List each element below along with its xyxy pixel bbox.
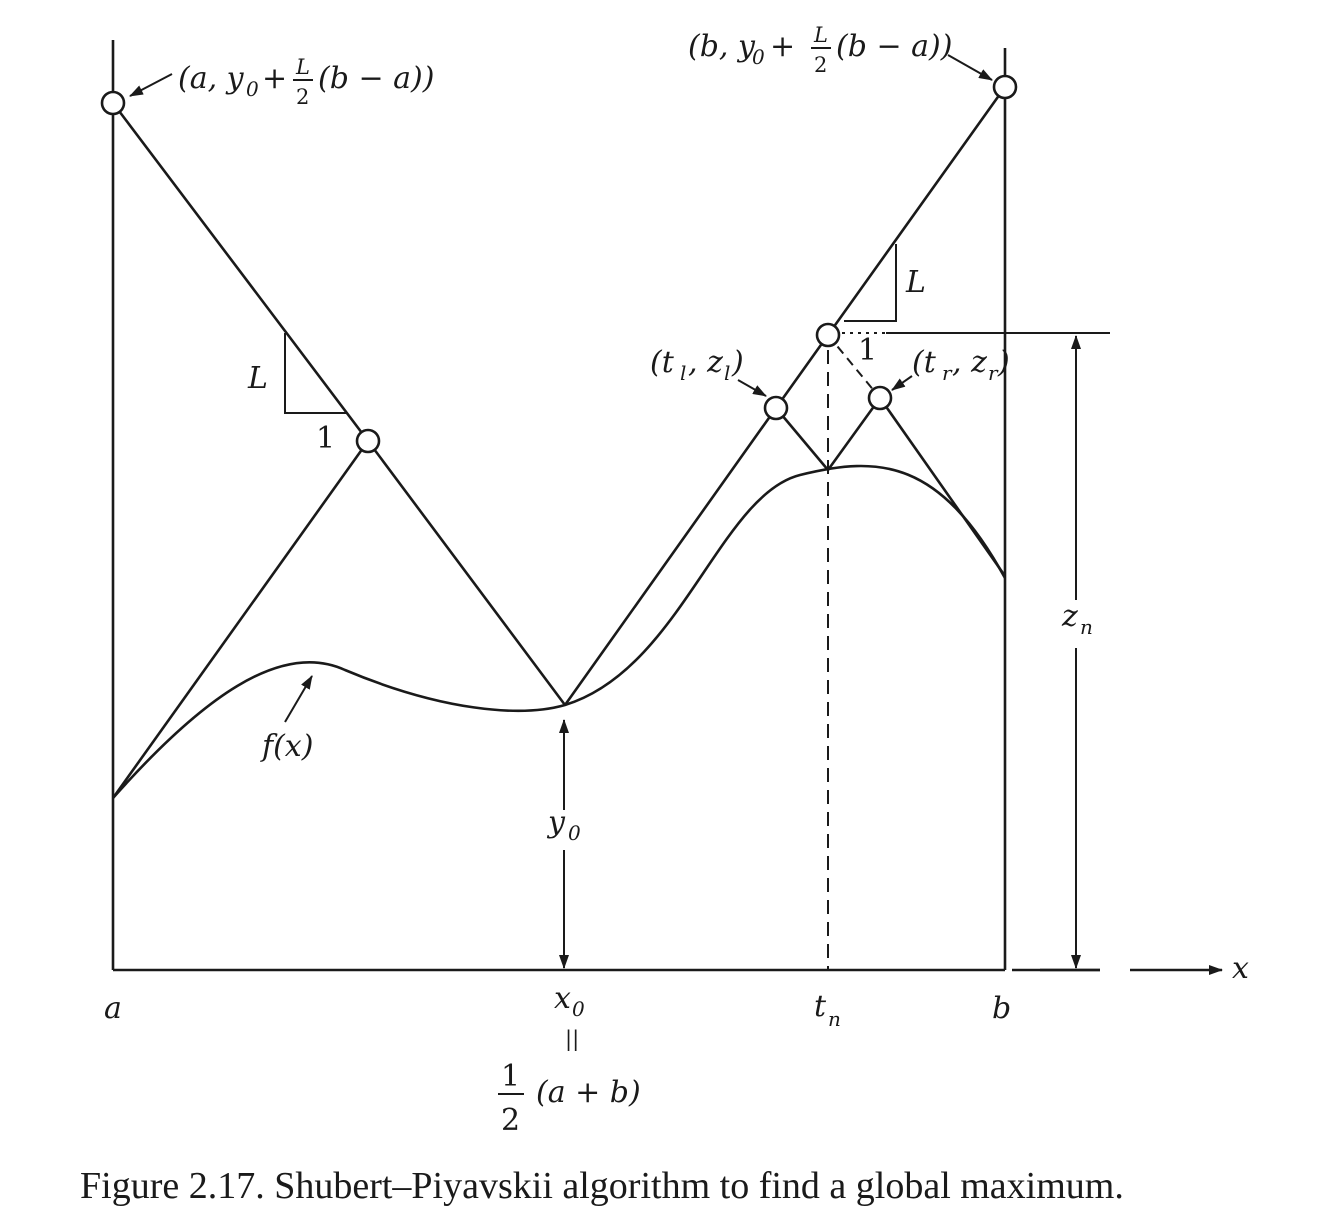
svg-text:(b − a)): (b − a)) xyxy=(318,61,434,96)
right-point-label: (b, y 0 + L 2 (b − a)) xyxy=(688,23,952,77)
figure-caption: Figure 2.17. Shubert–Piyavskii algorithm… xyxy=(80,1165,1124,1207)
svg-text:n: n xyxy=(828,1007,841,1031)
right-slope-run: 1 xyxy=(858,333,877,368)
saw-left-ascending xyxy=(111,440,370,799)
svg-text:l: l xyxy=(680,361,686,385)
svg-text:, z: , z xyxy=(688,345,723,380)
svg-text:0: 0 xyxy=(568,821,581,845)
tl-pointer xyxy=(737,379,767,397)
svg-text:y: y xyxy=(546,805,566,840)
svg-text:z: z xyxy=(1061,599,1078,634)
left-peak-point xyxy=(355,428,381,454)
right-slope-L: L xyxy=(905,265,926,300)
svg-text:(a, y: (a, y xyxy=(178,61,245,96)
tl-zl-point xyxy=(763,395,789,421)
svg-text:2: 2 xyxy=(814,53,827,77)
fx-pointer xyxy=(284,675,313,723)
saw-left-descending xyxy=(111,102,567,706)
svg-text:r: r xyxy=(942,361,953,385)
y0-label: y 0 xyxy=(546,805,581,845)
svg-text:2: 2 xyxy=(296,85,309,109)
top-peak-point xyxy=(815,322,841,348)
svg-text:2: 2 xyxy=(501,1103,520,1138)
tr-zr-point xyxy=(867,385,893,411)
svg-text:0: 0 xyxy=(752,45,765,69)
x0-label: x 0 xyxy=(554,981,585,1021)
svg-text:+: + xyxy=(262,61,287,96)
half-a-plus-b-label: 1 2 (a + b) xyxy=(498,1059,641,1138)
svg-text:+: + xyxy=(770,29,795,64)
svg-text:(a + b): (a + b) xyxy=(536,1075,641,1110)
svg-text:): ) xyxy=(731,345,744,380)
left-slope-L: L xyxy=(247,361,268,396)
right-end-point xyxy=(992,74,1018,100)
saw-removed-segment xyxy=(827,334,881,399)
f-x-label: f(x) xyxy=(260,729,313,764)
t-n-label: t n xyxy=(814,989,841,1031)
svg-text:(t: (t xyxy=(650,345,675,380)
a-label: a xyxy=(104,991,122,1026)
tl-zl-label: (t l , z l ) xyxy=(650,345,744,385)
svg-text:0: 0 xyxy=(572,997,585,1021)
saw-dip-right xyxy=(826,397,882,471)
right-slope-triangle xyxy=(844,244,897,322)
function-curve xyxy=(112,464,1007,799)
svg-text:, z: , z xyxy=(952,345,987,380)
saw-dip-left xyxy=(775,407,829,471)
x-axis-label: x xyxy=(1232,951,1249,986)
svg-text:x: x xyxy=(554,981,571,1016)
b-label: b xyxy=(992,991,1011,1026)
x0-equals-sign: || xyxy=(565,1027,579,1052)
svg-text:(b − a)): (b − a)) xyxy=(836,29,952,64)
left-end-point xyxy=(100,90,126,116)
saw-middle-ascending xyxy=(563,86,1007,706)
left-point-label: (a, y 0 + L 2 (b − a)) xyxy=(178,55,434,109)
svg-text:n: n xyxy=(1080,615,1093,639)
left-slope-triangle xyxy=(284,333,347,414)
svg-text:L: L xyxy=(295,55,310,79)
svg-text:(t: (t xyxy=(912,345,937,380)
right-point-pointer xyxy=(947,54,993,81)
svg-text:t: t xyxy=(814,989,827,1024)
left-point-pointer xyxy=(129,73,173,97)
left-slope-run: 1 xyxy=(316,421,335,456)
svg-text:1: 1 xyxy=(501,1059,520,1094)
tr-zr-label: (t r , z r ) xyxy=(912,345,1010,385)
svg-text:r: r xyxy=(988,361,999,385)
svg-text:0: 0 xyxy=(246,77,259,101)
svg-text:): ) xyxy=(997,345,1010,380)
svg-text:(b, y: (b, y xyxy=(688,29,756,64)
svg-text:L: L xyxy=(813,23,828,47)
z-n-label: z n xyxy=(1061,599,1093,639)
saw-right-descending xyxy=(878,397,1007,577)
svg-text:l: l xyxy=(724,361,730,385)
tr-pointer xyxy=(891,375,913,391)
